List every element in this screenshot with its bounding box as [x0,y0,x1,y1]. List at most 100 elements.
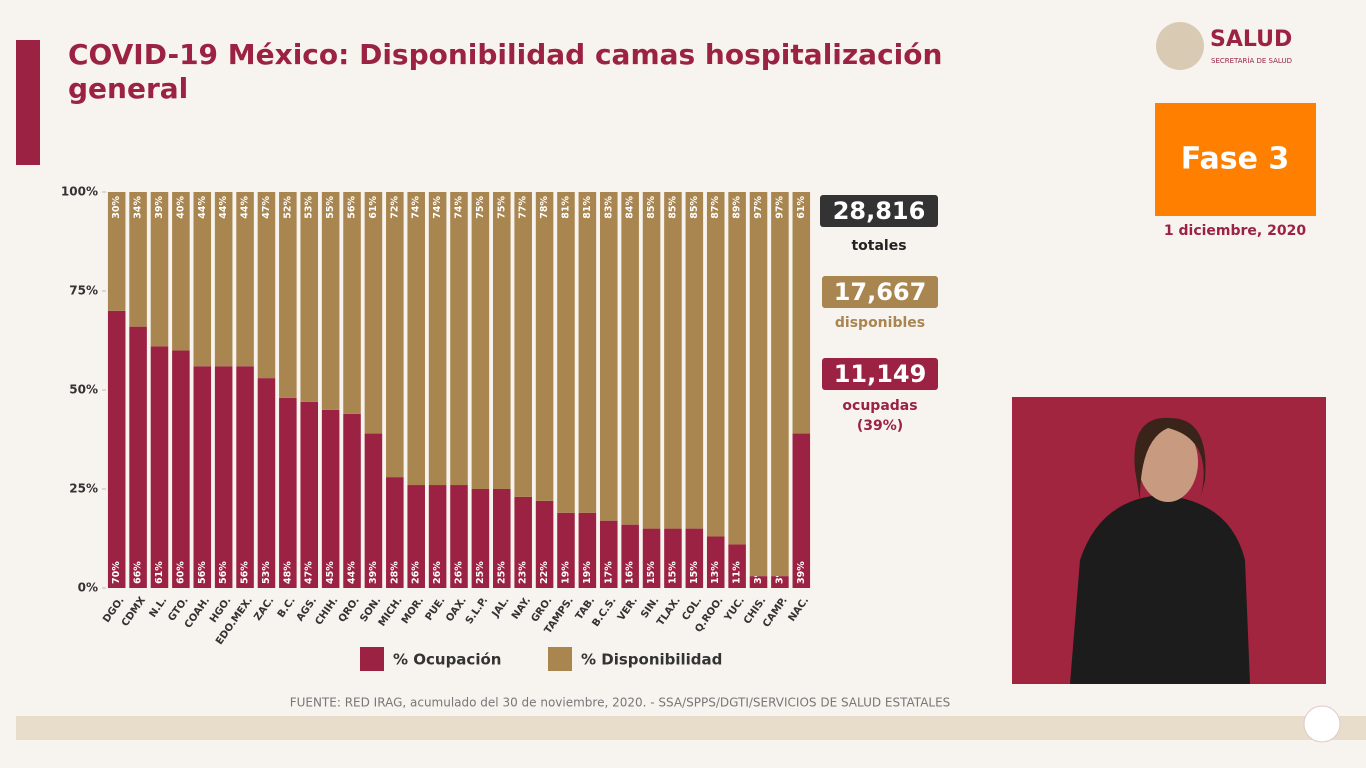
value-label: 52% [282,196,293,219]
bar-segment [279,397,297,588]
value-label: 84% [625,196,636,219]
bar-segment [599,520,618,588]
source-note: FUENTE: RED IRAG, acumulado del 30 de no… [290,696,951,710]
available-label: disponibles [835,315,925,331]
bar-segment [535,500,554,588]
bar-segment [642,192,661,529]
bar-segment [664,192,682,529]
bar-segment [193,366,212,588]
value-label: 39% [368,561,379,584]
bar-segment [321,409,340,588]
available-value: 17,667 [834,278,927,306]
legend-swatch [360,647,384,671]
value-label: 77% [518,196,529,219]
value-label: 55% [325,196,336,219]
value-label: 70% [111,561,122,584]
bar-segment [535,192,554,501]
bar-segment [685,528,704,588]
bar-segment [706,536,725,588]
value-label: 40% [175,196,186,219]
logo-emblem [1156,22,1204,70]
value-label: 26% [432,561,443,584]
bar-segment [214,366,233,588]
value-label: 78% [539,196,550,219]
bar-segment [386,477,404,588]
bar-segment [279,192,297,398]
total-box [820,195,938,227]
logo-subtext: SECRETARÍA DE SALUD [1211,56,1292,65]
value-label: 61% [154,561,165,584]
value-label: 17% [603,561,614,584]
value-label: 13% [710,561,721,584]
value-label: 39% [796,561,807,584]
occupied-box [822,358,938,390]
value-label: 56% [240,561,251,584]
value-label: 39% [154,196,165,219]
value-label: 28% [389,561,400,584]
value-label: 53% [261,561,272,584]
total-value: 28,816 [833,197,926,225]
phase-text: Fase 3 [1181,142,1290,177]
occupied-label: ocupadas [842,398,917,414]
value-label: 44% [347,561,358,584]
chart-title-line2: general [68,72,188,105]
bar-segment [129,192,147,327]
interpreter-body [1070,495,1250,684]
value-label: 26% [454,561,465,584]
value-label: 34% [133,196,144,219]
bar-segment [107,192,126,311]
occupied-value: 11,149 [834,360,927,388]
bar-segment [493,192,511,489]
value-label: 74% [432,196,443,219]
value-label: 56% [218,561,229,584]
bar-segment [300,401,319,588]
value-label: 23% [518,561,529,584]
bar-segment [514,192,532,497]
value-label: 48% [282,561,293,584]
interpreter-head [1138,422,1198,502]
legend-label: % Ocupación [393,651,501,669]
bar-segment [364,433,383,588]
footer-logo [1303,705,1341,743]
bar-segment [792,192,811,434]
value-label: 87% [710,196,721,219]
bar-segment [386,192,404,478]
value-label: 75% [475,196,486,219]
available-box [822,276,938,308]
bar-segment [343,192,361,414]
bar-segment [642,528,661,588]
value-label: 53% [304,196,315,219]
bar-segment [557,512,575,588]
value-label: 47% [304,561,315,584]
value-label: 15% [667,561,678,584]
bar-segment [578,192,597,513]
value-label: 15% [689,561,700,584]
value-label: 30% [111,196,122,219]
value-label: 66% [133,561,144,584]
value-label: 16% [625,561,636,584]
value-label: 61% [368,196,379,219]
value-label: 75% [496,196,507,219]
value-label: 11% [732,561,743,584]
value-label: 83% [603,196,614,219]
bar-segment [236,366,254,588]
logo-text: SALUD [1210,27,1292,52]
value-label: 56% [347,196,358,219]
chart-title-line1: COVID-19 México: Disponibilidad camas ho… [68,38,942,71]
y-tick-label: 75% [69,284,98,298]
bar-segment [450,192,468,486]
y-tick-label: 25% [69,482,98,496]
bar-segment [771,192,789,577]
phase-box [1155,103,1316,216]
bar-segment [364,192,383,434]
bar-segment [300,192,319,402]
value-label: 44% [197,196,208,219]
bar-segment [706,192,725,537]
bar-segment [578,512,597,588]
value-label: 74% [454,196,465,219]
value-label: 22% [539,561,550,584]
value-label: 25% [475,561,486,584]
accent-bar [16,40,40,165]
bar-segment [428,485,447,588]
bar-segment [407,485,425,588]
